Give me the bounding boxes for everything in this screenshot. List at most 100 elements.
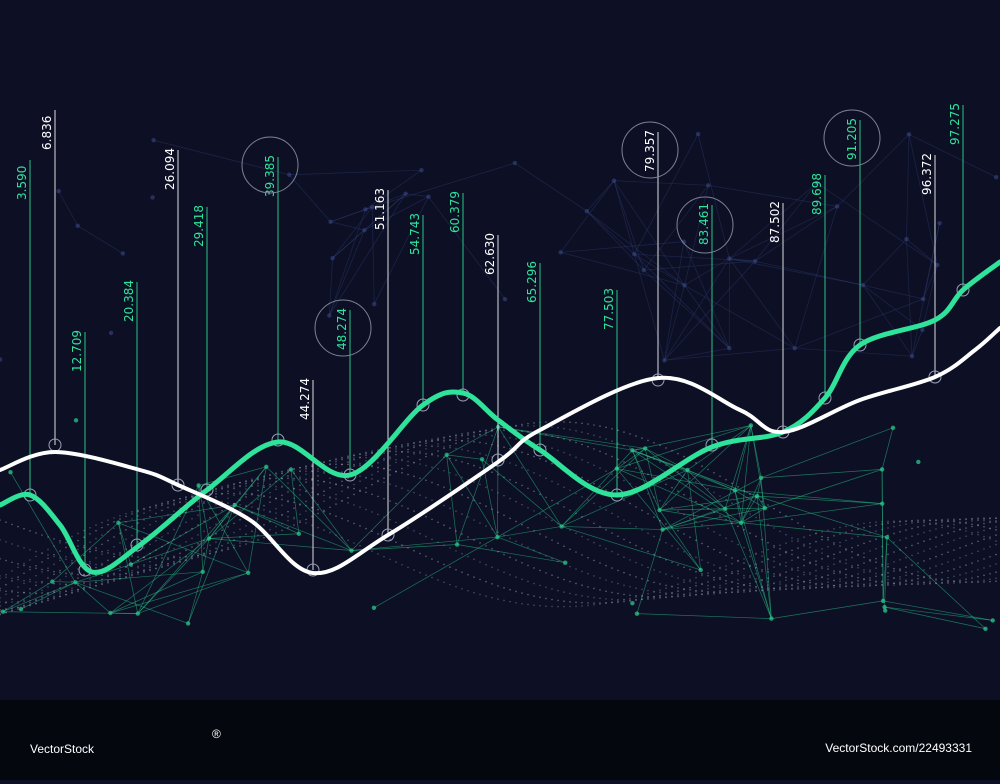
wave-dot xyxy=(845,569,847,571)
value-label: 97.275 xyxy=(948,103,962,145)
wave-dot xyxy=(569,581,571,583)
wave-dot xyxy=(527,546,529,548)
wave-dot xyxy=(287,477,289,479)
wave-dot xyxy=(467,574,469,576)
wave-dot xyxy=(287,469,289,471)
wave-dot xyxy=(437,484,439,486)
network-node xyxy=(727,346,731,350)
wave-dot xyxy=(431,577,433,579)
wave-dot xyxy=(539,533,541,535)
wave-dot xyxy=(695,591,697,593)
wave-dot xyxy=(869,571,871,573)
wave-dot xyxy=(35,532,37,534)
wave-dot xyxy=(503,446,505,448)
wave-dot xyxy=(341,490,343,492)
wave-dot xyxy=(929,575,931,577)
wave-dot xyxy=(785,552,787,554)
wave-dot xyxy=(989,581,991,583)
wave-dot xyxy=(497,585,499,587)
wave-dot xyxy=(71,591,73,593)
wave-dot xyxy=(737,526,739,528)
wave-dot xyxy=(443,564,445,566)
wave-dot xyxy=(257,539,259,541)
wave-dot xyxy=(425,453,427,455)
wave-dot xyxy=(509,601,511,603)
wave-dot xyxy=(593,424,595,426)
wave-dot xyxy=(443,581,445,583)
wave-dot xyxy=(443,456,445,458)
wave-dot xyxy=(173,502,175,504)
wave-dot xyxy=(227,490,229,492)
wave-dot xyxy=(209,527,211,529)
wave-dot xyxy=(893,551,895,553)
wave-dot xyxy=(587,519,589,521)
wave-dot xyxy=(785,571,787,573)
wave-dot xyxy=(161,517,163,519)
wave-dot xyxy=(605,453,607,455)
wave-dot xyxy=(299,484,301,486)
wave-dot xyxy=(119,575,121,577)
wave-dot xyxy=(353,457,355,459)
wave-dot xyxy=(353,464,355,466)
wave-dot xyxy=(11,524,13,526)
wave-dot xyxy=(569,509,571,511)
wave-dot xyxy=(791,550,793,552)
wave-dot xyxy=(629,542,631,544)
wave-dot xyxy=(833,586,835,588)
value-label: 77.503 xyxy=(602,288,616,330)
wave-dot xyxy=(491,508,493,510)
wave-dot xyxy=(413,476,415,478)
wave-dot xyxy=(839,551,841,553)
wave-dot xyxy=(119,524,121,526)
wave-dot xyxy=(137,573,139,575)
wave-dot xyxy=(887,579,889,581)
wave-dot xyxy=(329,482,331,484)
wave-dot xyxy=(329,513,331,515)
wave-dot xyxy=(35,551,37,553)
wave-dot xyxy=(773,561,775,563)
wave-dot xyxy=(629,464,631,466)
wave-dot xyxy=(929,583,931,585)
wave-dot xyxy=(773,527,775,529)
wave-dot xyxy=(101,581,103,583)
wave-dot xyxy=(113,546,115,548)
wave-dot xyxy=(827,539,829,541)
wave-dot xyxy=(953,580,955,582)
wave-dot xyxy=(983,581,985,583)
wave-dot xyxy=(545,497,547,499)
wave-dot xyxy=(623,445,625,447)
wave-dot xyxy=(539,493,541,495)
wave-dot xyxy=(431,438,433,440)
wave-dot xyxy=(605,579,607,581)
wave-dot xyxy=(329,487,331,489)
wave-dot xyxy=(479,594,481,596)
wave-dot xyxy=(923,522,925,524)
wave-dot xyxy=(713,591,715,593)
wave-dot xyxy=(953,518,955,520)
wave-dot xyxy=(455,530,457,532)
wave-dot xyxy=(671,527,673,529)
wave-dot xyxy=(587,499,589,501)
wave-dot xyxy=(455,448,457,450)
wave-dot xyxy=(503,436,505,438)
wave-dot xyxy=(95,538,97,540)
wave-dot xyxy=(101,553,103,555)
wave-dot xyxy=(593,602,595,604)
wave-dot xyxy=(911,522,913,524)
wave-dot xyxy=(491,435,493,437)
wave-dot xyxy=(89,582,91,584)
wave-dot xyxy=(803,574,805,576)
wave-dot xyxy=(401,505,403,507)
wave-dot xyxy=(881,529,883,531)
wave-dot xyxy=(143,569,145,571)
wave-dot xyxy=(857,536,859,538)
wave-dot xyxy=(821,558,823,560)
wave-dot xyxy=(89,533,91,535)
wave-dot xyxy=(179,525,181,527)
wave-dot xyxy=(437,468,439,470)
wave-dot xyxy=(245,543,247,545)
wave-dot xyxy=(59,587,61,589)
wave-dot xyxy=(545,605,547,607)
wave-dot xyxy=(617,583,619,585)
wave-dot xyxy=(905,557,907,559)
